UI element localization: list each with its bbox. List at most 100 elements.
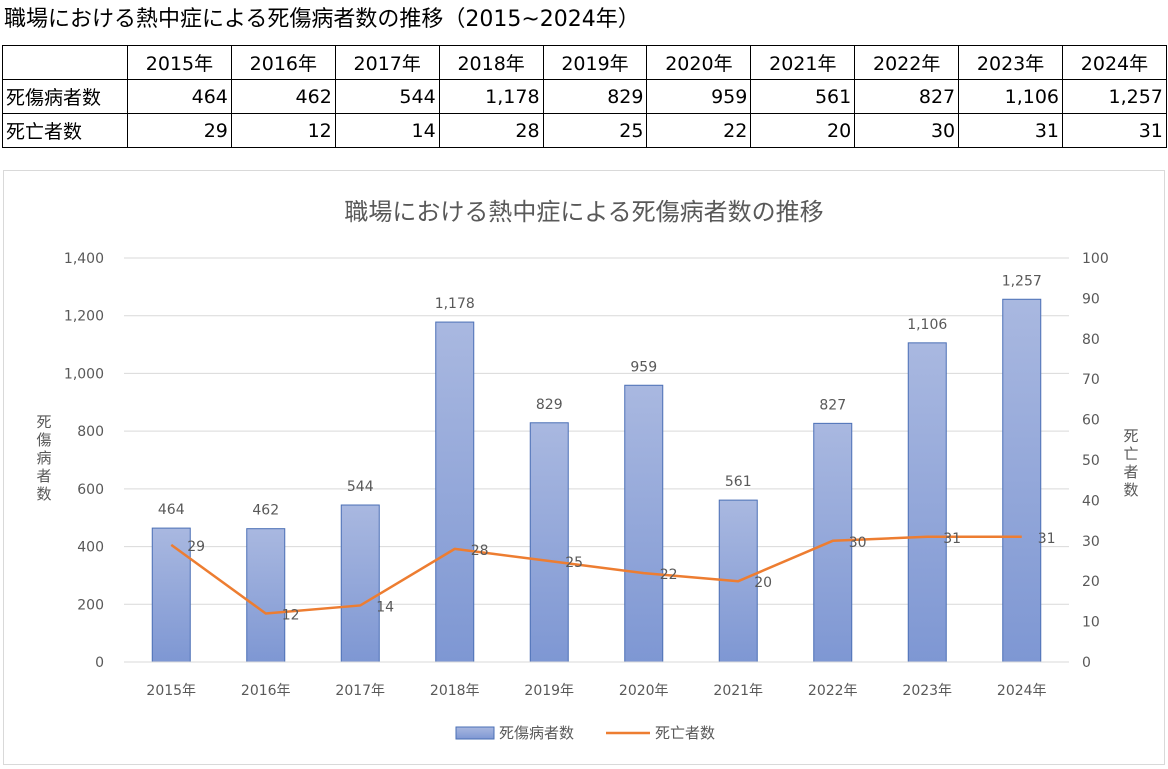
y-axis-tick-label: 0 <box>95 655 104 671</box>
x-axis-tick-label: 2023年 <box>902 683 952 699</box>
bar <box>1002 298 1042 663</box>
table-cell: 30 <box>854 113 960 148</box>
y-axis-tick-label: 600 <box>77 482 104 498</box>
table-row: 死傷病者数 464 462 544 1,178 829 959 561 827 1,106 1,25… <box>2 79 1167 114</box>
table-cell: 561 <box>750 79 856 114</box>
y-axis-tick-label: 800 <box>77 424 104 440</box>
line-data-label: 12 <box>282 608 300 624</box>
y2-axis-tick-label: 70 <box>1082 372 1100 388</box>
table-cell: 14 <box>334 113 440 148</box>
legend-label-bars: 死傷病者数 <box>499 724 574 742</box>
x-axis-tick-label: 2020年 <box>619 683 669 699</box>
table-cell: 464 <box>127 79 232 114</box>
y-axis-tick-label: 1,000 <box>64 366 104 382</box>
x-axis-tick-label: 2019年 <box>524 683 574 699</box>
line-series-deaths <box>170 535 1022 615</box>
table-header-row: 2015年 2016年 2017年 2018年 2019年 2020年 2021年 2022年… <box>2 45 1167 80</box>
x-axis-tick-label: 2018年 <box>430 683 480 699</box>
y2-axis-tick-label: 20 <box>1082 574 1100 590</box>
y-axis-tick-label: 400 <box>77 540 104 556</box>
x-axis-tick-label: 2021年 <box>713 683 763 699</box>
table-cell: 829 <box>542 79 648 114</box>
bar-data-label: 829 <box>536 397 563 413</box>
y2-axis-tick-label: 60 <box>1082 413 1100 429</box>
table-header-cell: 2020年 <box>646 45 752 80</box>
bar-data-label: 462 <box>252 503 279 519</box>
table-cell: 1,178 <box>438 79 544 114</box>
table-cell: 28 <box>438 113 544 148</box>
bar <box>907 342 947 663</box>
y-axis-tick-label: 1,200 <box>64 309 104 325</box>
table-header-cell: 2022年 <box>854 45 960 80</box>
table-header-cell: 2016年 <box>230 45 336 80</box>
table-row-label: 死亡者数 <box>2 113 128 148</box>
x-axis-tick-label: 2016年 <box>241 683 291 699</box>
bar-data-label: 561 <box>725 474 752 490</box>
line-data-label: 29 <box>187 539 205 555</box>
bar <box>151 527 191 663</box>
bar-data-label: 464 <box>158 502 185 518</box>
table-cell: 29 <box>127 113 232 148</box>
y2-axis-tick-label: 30 <box>1082 534 1100 550</box>
line-data-label: 14 <box>376 599 394 615</box>
table-header-cell: 2018年 <box>438 45 544 80</box>
y2-axis-tick-label: 80 <box>1082 332 1100 348</box>
y-axis-title: 死傷病者数 <box>36 413 51 503</box>
bar-data-label: 1,106 <box>907 317 947 333</box>
table-cell: 25 <box>542 113 648 148</box>
bar <box>624 384 664 663</box>
line-data-label: 31 <box>1038 531 1056 547</box>
legend-label-line: 死亡者数 <box>655 724 715 742</box>
bar <box>246 528 286 663</box>
line-data-label: 31 <box>943 531 961 547</box>
chart-panel: 職場における熱中症による死傷病者数の推移 0 200 400 600 800 1,000 1,… <box>3 170 1165 765</box>
bar <box>813 422 853 663</box>
y2-axis-tick-label: 10 <box>1082 615 1100 631</box>
combo-chart: 職場における熱中症による死傷病者数の推移02004006008001,0001,… <box>36 198 1138 742</box>
table-cell: 1,106 <box>958 79 1064 114</box>
bar-data-label: 544 <box>347 479 374 495</box>
line-data-label: 28 <box>471 543 489 559</box>
legend-swatch-bars <box>455 726 495 740</box>
table-cell: 20 <box>750 113 856 148</box>
x-axis-tick-label: 2017年 <box>335 683 385 699</box>
table-cell: 462 <box>230 79 336 114</box>
line-data-label: 22 <box>660 567 678 583</box>
table-header-cell: 2019年 <box>542 45 648 80</box>
y2-axis-tick-label: 0 <box>1082 655 1091 671</box>
table-cell: 22 <box>646 113 752 148</box>
bar <box>340 504 380 663</box>
y-axis-tick-label: 1,400 <box>64 251 104 267</box>
bar-data-label: 1,257 <box>1002 273 1042 289</box>
table-cell: 827 <box>854 79 960 114</box>
table-cell: 31 <box>958 113 1064 148</box>
x-axis-tick-label: 2015年 <box>146 683 196 699</box>
y-axis-tick-label: 200 <box>77 597 104 613</box>
table-cell: 544 <box>334 79 440 114</box>
y2-axis-tick-label: 100 <box>1082 251 1109 267</box>
table-header-cell: 2015年 <box>127 45 232 80</box>
bar-data-label: 1,178 <box>435 296 475 312</box>
line-data-label: 20 <box>754 575 772 591</box>
bar <box>529 422 569 663</box>
table-header-cell: 2021年 <box>750 45 856 80</box>
bar-data-label: 827 <box>819 397 846 413</box>
y2-axis-tick-label: 40 <box>1082 493 1100 509</box>
table-row: 死亡者数 29 12 14 28 25 22 20 30 31 31 <box>2 113 1167 148</box>
table-cell: 31 <box>1062 113 1167 148</box>
table-header-cell: 2017年 <box>334 45 440 80</box>
table-cell: 1,257 <box>1062 79 1167 114</box>
table-row-label: 死傷病者数 <box>2 79 128 114</box>
table-corner-cell <box>2 45 128 80</box>
table-cell: 959 <box>646 79 752 114</box>
table-header-cell: 2023年 <box>958 45 1064 80</box>
y2-axis-tick-label: 50 <box>1082 453 1100 469</box>
line-data-label: 25 <box>565 555 583 571</box>
data-table: 2015年 2016年 2017年 2018年 2019年 2020年 2021年 2022年… <box>2 45 1167 148</box>
page-title: 職場における熱中症による死傷病者数の推移（2015~2024年） <box>4 7 640 32</box>
bar <box>435 321 475 663</box>
x-axis-tick-label: 2022年 <box>808 683 858 699</box>
line-data-label: 30 <box>849 535 867 551</box>
x-axis-tick-label: 2024年 <box>997 683 1047 699</box>
y2-axis-tick-label: 90 <box>1082 291 1100 307</box>
